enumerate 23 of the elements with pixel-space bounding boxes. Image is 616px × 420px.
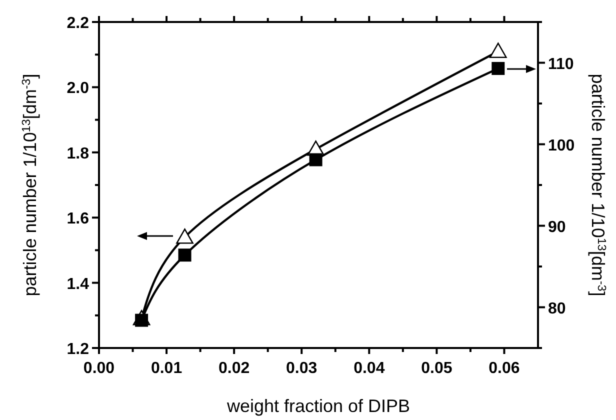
x-tick-label: 0.02 — [218, 360, 250, 377]
x-tick-label: 0.01 — [150, 360, 182, 377]
x-axis-title: weight fraction of DIPB — [226, 396, 410, 416]
y-tick-label: 2.0 — [66, 80, 90, 98]
x-tick-label: 0.05 — [421, 360, 452, 377]
x-tick-label: 0.03 — [286, 360, 318, 377]
y-tick-label: 1.2 — [66, 341, 90, 358]
point — [176, 228, 194, 244]
y-tick-label: 2.2 — [66, 15, 90, 32]
point — [178, 248, 192, 262]
point — [309, 153, 322, 166]
y-tick-label: 1.4 — [66, 276, 90, 293]
x-tick-label: 0.04 — [354, 360, 385, 377]
x-tick-label: 0.00 — [83, 360, 115, 377]
y2-tick-label: 110 — [548, 56, 574, 73]
point — [492, 62, 505, 75]
y2-tick-label: 100 — [548, 137, 575, 154]
y2-tick-label: 90 — [548, 218, 566, 236]
point — [490, 42, 507, 58]
y-tick-label: 1.6 — [66, 210, 90, 228]
y-tick-label: 1.8 — [66, 145, 90, 162]
y2-tick-label: 80 — [548, 300, 566, 318]
x-tick-label: 0.06 — [488, 360, 520, 377]
